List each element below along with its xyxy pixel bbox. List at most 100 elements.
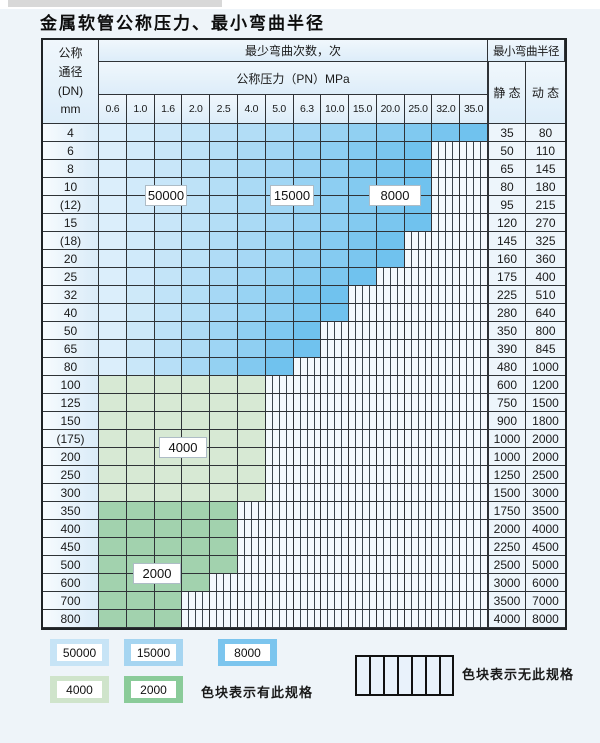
pressure-cell-hatched [265,520,294,538]
pressure-cell [321,268,350,286]
dn-cell: (175) [43,430,99,448]
dn-cell: 600 [43,574,99,592]
pressure-cell [154,268,183,286]
pressure-cell [126,124,155,142]
pressure-cell [154,376,183,394]
dynamic-cell: 360 [526,250,565,268]
pressure-cell-hatched [321,448,350,466]
pressure-cell-hatched [265,394,294,412]
dn-cell: 100 [43,376,99,394]
pressure-cell [99,358,127,376]
pressure-cell-hatched [432,214,461,232]
pressure-cell [210,340,238,358]
pressure-cell [126,250,155,268]
static-cell: 160 [488,250,526,268]
pressure-cell [182,268,211,286]
pressure-cell [210,556,238,574]
pressure-cell [237,178,266,196]
dn-cell: 15 [43,214,99,232]
pressure-cell-hatched [404,466,433,484]
pressure-cell [182,214,211,232]
static-cell: 900 [488,412,526,430]
pressure-cell-hatched [349,610,377,628]
pressure-cell [265,232,294,250]
pressure-cell [182,250,211,268]
pressure-cell [432,124,461,142]
pressure-cell-hatched [349,358,377,376]
legend-swatch-50000: 50000 [50,639,109,666]
dn-cell: 200 [43,448,99,466]
pressure-col-header: 2.0 [182,95,211,124]
dynamic-cell: 3500 [526,502,565,520]
pressure-cell [210,214,238,232]
pressure-cell [99,520,127,538]
pressure-cell [154,160,183,178]
pressure-cell [99,250,127,268]
pressure-cell [237,214,266,232]
pressure-cell-hatched [265,592,294,610]
static-cell: 3000 [488,574,526,592]
pressure-cell-hatched [321,502,350,520]
dn-cell: 40 [43,304,99,322]
static-cell: 1500 [488,484,526,502]
pressure-cell [182,466,211,484]
pressure-col-header: 6.3 [293,95,322,124]
dynamic-cell: 7000 [526,592,565,610]
pressure-cell-hatched [376,484,405,502]
dynamic-cell: 145 [526,160,565,178]
pressure-cell-hatched [404,304,433,322]
pressure-cell-hatched [404,286,433,304]
pressure-cell [126,430,155,448]
pressure-cell [154,466,183,484]
pressure-col-header: 35.0 [460,95,488,124]
pressure-cell [182,520,211,538]
dn-cell: 800 [43,610,99,628]
pressure-cell-hatched [432,592,461,610]
pressure-cell [126,502,155,520]
pressure-cell [99,178,127,196]
static-cell: 3500 [488,592,526,610]
pressure-cell [237,196,266,214]
pressure-cell [182,304,211,322]
pressure-cell-hatched [376,502,405,520]
pressure-cell-hatched [293,448,322,466]
pressure-cell [154,214,183,232]
pressure-cell [237,376,266,394]
pressure-cell [99,448,127,466]
pressure-cell-hatched [293,466,322,484]
pressure-cell-hatched [349,394,377,412]
pressure-cell-hatched [404,430,433,448]
pressure-cell-hatched [376,268,405,286]
static-cell: 65 [488,160,526,178]
dynamic-cell: 2500 [526,466,565,484]
pressure-cell [154,394,183,412]
pressure-header: 公称压力（PN）MPa [99,62,488,95]
pressure-cell [182,142,211,160]
pressure-cell-hatched [460,430,488,448]
pressure-cell [237,286,266,304]
pressure-cell-hatched [460,196,488,214]
pressure-cell [182,574,211,592]
dn-cell: 8 [43,160,99,178]
static-cell: 2250 [488,538,526,556]
pressure-cell-hatched [404,556,433,574]
pressure-cell-hatched [460,466,488,484]
static-cell: 50 [488,142,526,160]
pressure-cell [376,160,405,178]
pressure-cell [182,556,211,574]
pressure-cell [376,214,405,232]
pressure-cell-hatched [404,502,433,520]
pressure-cell-hatched [432,556,461,574]
pressure-cell-hatched [460,574,488,592]
pressure-cell-hatched [460,448,488,466]
pressure-cell-hatched [460,538,488,556]
pressure-cell-hatched [293,520,322,538]
pressure-cell-hatched [376,610,405,628]
dynamic-cell: 5000 [526,556,565,574]
pressure-cell-hatched [432,142,461,160]
pressure-cell [376,124,405,142]
pressure-cell-hatched [349,538,377,556]
pressure-cell [210,178,238,196]
legend-swatch-2000: 2000 [124,676,183,703]
